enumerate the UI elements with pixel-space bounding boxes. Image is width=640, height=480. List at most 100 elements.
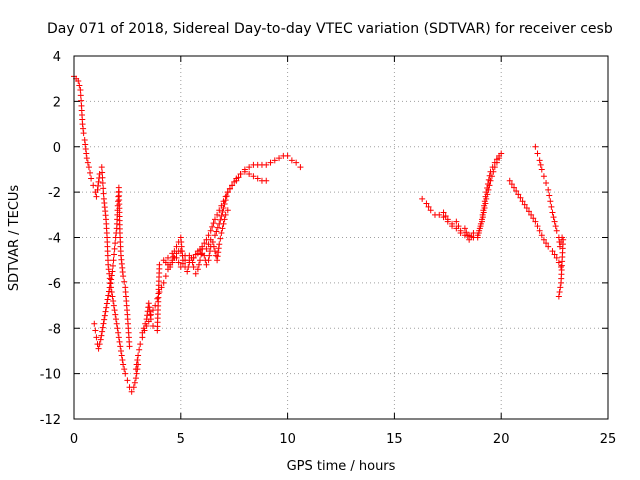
- data-point: [485, 176, 492, 183]
- data-point: [110, 298, 117, 305]
- data-point: [117, 347, 124, 354]
- x-tick-label: 15: [386, 432, 403, 447]
- data-point: [540, 173, 547, 180]
- data-point: [80, 125, 87, 132]
- data-point: [102, 308, 109, 315]
- data-point: [100, 185, 107, 192]
- data-point: [120, 273, 127, 280]
- data-point: [209, 223, 216, 230]
- data-point: [455, 223, 462, 230]
- data-point: [136, 346, 143, 353]
- data-point: [486, 172, 493, 179]
- data-point: [147, 316, 154, 323]
- data-point: [220, 205, 227, 212]
- data-point: [93, 193, 100, 200]
- data-point: [146, 304, 153, 311]
- data-point: [189, 259, 196, 266]
- data-point: [484, 180, 491, 187]
- data-point: [534, 150, 541, 157]
- data-point: [94, 186, 101, 193]
- data-point: [79, 121, 86, 128]
- data-point: [75, 77, 82, 84]
- data-point: [203, 261, 210, 268]
- data-point: [475, 229, 482, 236]
- data-point: [76, 82, 83, 89]
- data-point: [164, 254, 171, 261]
- y-tick-label: -8: [48, 322, 61, 337]
- x-tick-label: 5: [177, 432, 185, 447]
- data-point: [119, 357, 126, 364]
- y-tick-label: 0: [53, 141, 61, 156]
- data-point: [214, 211, 221, 218]
- y-tick-labels: -12 -10 -8 -6 -4 -2 0 2 4: [40, 50, 61, 428]
- data-point: [276, 155, 283, 162]
- data-point: [530, 215, 537, 222]
- data-point: [538, 166, 545, 173]
- data-point: [536, 227, 543, 234]
- data-point: [81, 136, 88, 143]
- data-point: [105, 288, 112, 295]
- data-point: [77, 92, 84, 99]
- x-tick-label: 10: [279, 432, 296, 447]
- series-late-rise-fall: [532, 143, 567, 300]
- data-point: [481, 202, 488, 209]
- data-point: [515, 191, 522, 198]
- data-point: [536, 157, 543, 164]
- data-point: [121, 366, 128, 373]
- data-point: [175, 259, 182, 266]
- data-point: [190, 263, 197, 270]
- data-point: [555, 293, 562, 300]
- data-point: [457, 227, 464, 234]
- data-point: [185, 263, 192, 270]
- data-point: [92, 327, 99, 334]
- data-point: [211, 232, 218, 239]
- data-point: [493, 156, 500, 163]
- data-point: [95, 178, 102, 185]
- data-point: [221, 201, 228, 208]
- data-point: [195, 261, 202, 268]
- data-point: [218, 229, 225, 236]
- data-point: [480, 207, 487, 214]
- series-recovery: [132, 168, 270, 373]
- data-point: [197, 257, 204, 264]
- data-point: [540, 236, 547, 243]
- data-point: [555, 259, 562, 266]
- data-point: [97, 336, 104, 343]
- data-point: [82, 141, 89, 148]
- data-point: [91, 320, 98, 327]
- data-point: [139, 329, 146, 336]
- data-point: [263, 177, 270, 184]
- data-point: [553, 227, 560, 234]
- x-tick-label: 0: [70, 432, 78, 447]
- data-point: [461, 225, 468, 232]
- data-point: [487, 168, 494, 175]
- data-point: [121, 278, 128, 285]
- data-point: [173, 254, 180, 261]
- data-point: [169, 259, 176, 266]
- data-point: [545, 243, 552, 250]
- data-point: [107, 280, 114, 287]
- data-point: [194, 266, 201, 273]
- data-point: [478, 216, 485, 223]
- data-point: [220, 220, 227, 227]
- y-tick-label: -6: [48, 277, 61, 292]
- data-point: [205, 232, 212, 239]
- plot-frame: [73, 55, 609, 420]
- data-point: [192, 251, 199, 258]
- data-point: [449, 223, 456, 230]
- y-tick-label: -10: [40, 368, 61, 383]
- data-point: [101, 312, 108, 319]
- data-point: [113, 316, 120, 323]
- x-tick-labels: 0 5 10 15 20 25: [70, 432, 616, 447]
- data-point: [167, 263, 174, 270]
- series-mid-band: [162, 207, 231, 277]
- data-point: [267, 159, 274, 166]
- data-point: [85, 164, 92, 171]
- data-point: [201, 240, 208, 247]
- data-point: [205, 257, 212, 264]
- data-point: [496, 152, 503, 159]
- data-point: [224, 189, 231, 196]
- data-point: [154, 295, 161, 302]
- data-point: [425, 203, 432, 210]
